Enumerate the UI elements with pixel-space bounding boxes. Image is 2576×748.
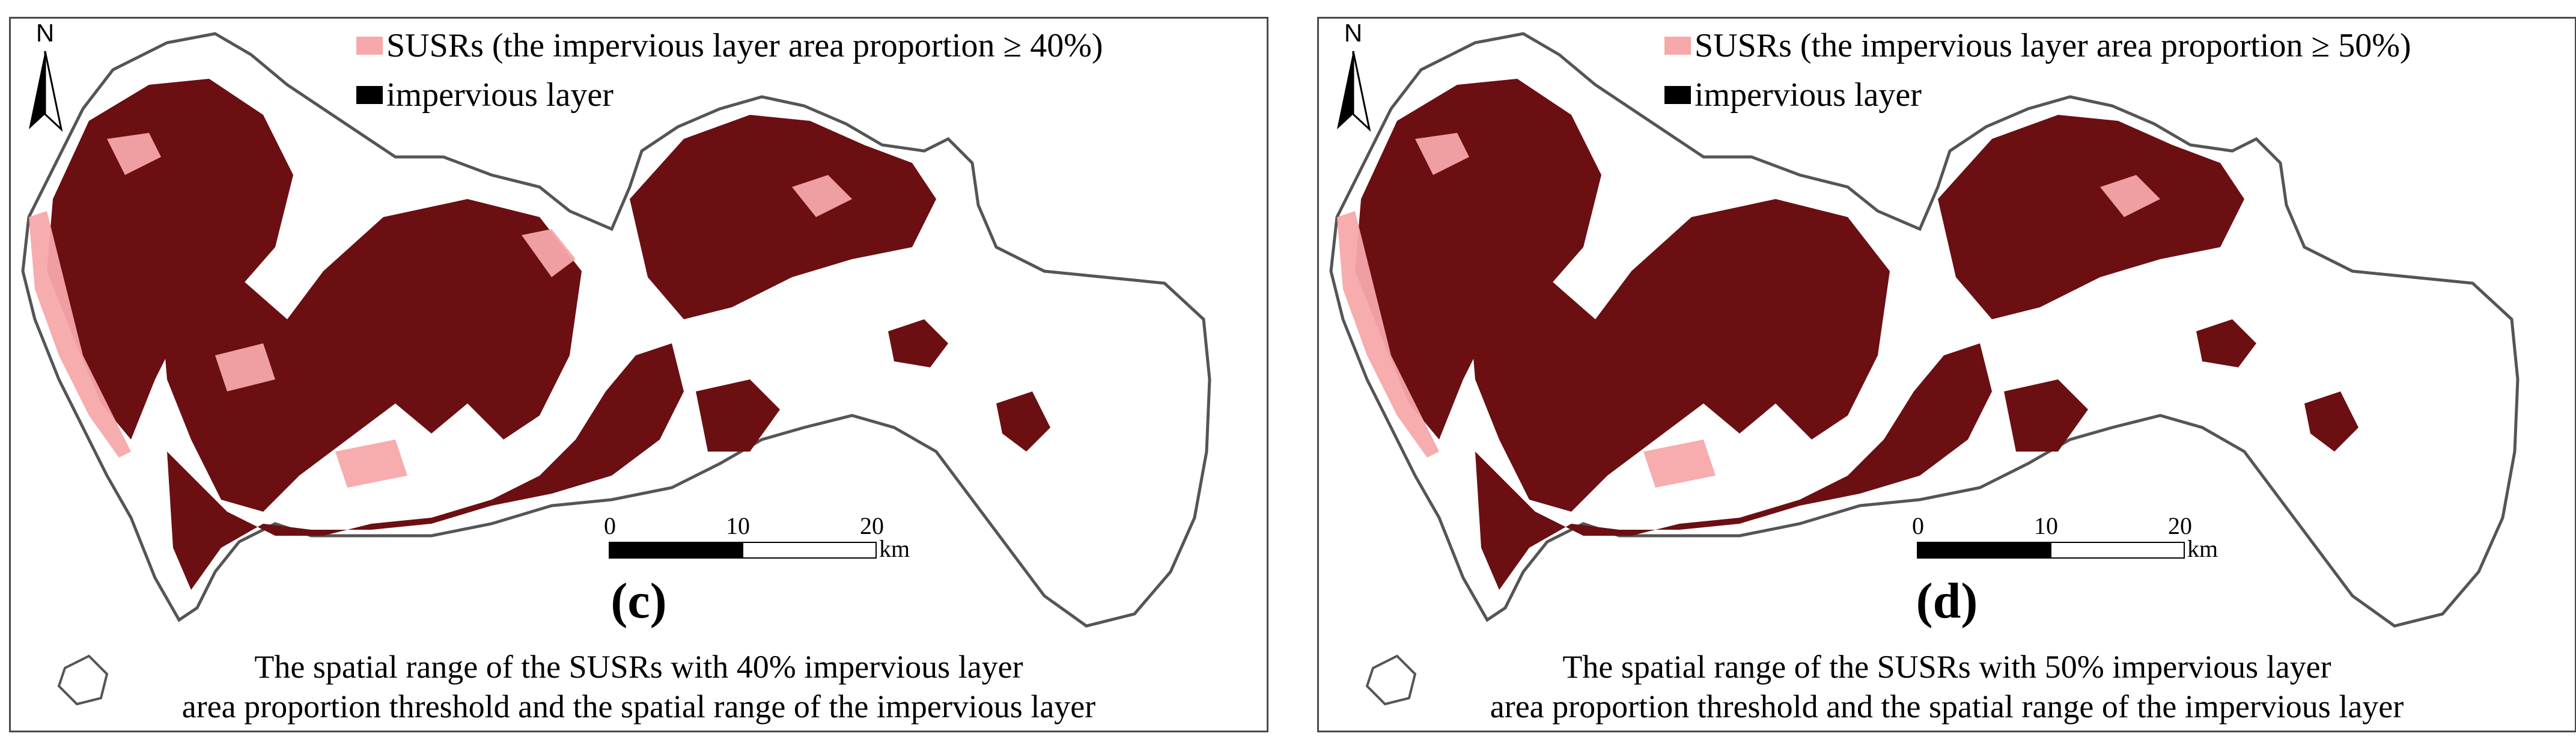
legend-label-impervious: impervious layer (1694, 76, 1922, 114)
impervious-layer (1355, 79, 2358, 590)
impervious-swatch (356, 86, 383, 104)
legend-item-impervious: impervious layer (356, 70, 1103, 120)
impervious-patch (888, 319, 948, 367)
island (57, 654, 109, 706)
impervious-patch (1938, 115, 2244, 319)
susr-patch (335, 440, 407, 488)
impervious-patch (2304, 391, 2358, 452)
impervious-patch (1355, 79, 1601, 440)
impervious-patch (696, 379, 780, 452)
impervious-layer (47, 79, 1050, 590)
susr-patch (1643, 440, 1716, 488)
scale-unit: km (2187, 535, 2218, 562)
island (1365, 654, 1417, 706)
legend-label-impervious: impervious layer (386, 76, 614, 114)
scale-segment-black (609, 542, 743, 559)
map-panel-d: SUSRs (the impervious layer area proport… (1317, 17, 2576, 732)
impervious-swatch (1664, 86, 1691, 104)
caption-line-2: area proportion threshold and the spatia… (1490, 688, 2404, 725)
susr-patch (1415, 133, 1469, 175)
map-panel-c: SUSRs (the impervious layer area proport… (9, 17, 1268, 732)
legend-item-impervious: impervious layer (1664, 70, 2411, 120)
impervious-patch (1469, 199, 1890, 512)
impervious-patch (1475, 343, 1992, 590)
scale-tick-10: 10 (2034, 512, 2058, 539)
north-label: N (1344, 19, 1363, 47)
scale-tick-20: 20 (2168, 512, 2192, 539)
impervious-patch (2004, 379, 2088, 452)
legend-label-susr: SUSRs (the impervious layer area proport… (386, 27, 1103, 64)
susr-patch (215, 343, 275, 391)
scale-segment-black (1917, 542, 2051, 559)
impervious-patch (996, 391, 1050, 452)
panel-caption: The spatial range of the SUSRs with 50% … (1319, 647, 2575, 726)
susr-patch (107, 133, 161, 175)
scale-segment-white (2050, 542, 2185, 559)
north-label: N (35, 19, 55, 47)
susr-patch (29, 211, 131, 458)
susr-patch (1337, 211, 1439, 458)
susr-regions (1337, 133, 2160, 488)
susr-swatch (1664, 37, 1691, 55)
susr-patch (792, 175, 852, 217)
susr-regions (29, 133, 852, 488)
panel-caption: The spatial range of the SUSRs with 40% … (11, 647, 1267, 726)
scale-tick-0: 0 (1912, 512, 1924, 539)
legend-item-susr: SUSRs (the impervious layer area proport… (1664, 21, 2411, 70)
north-arrow-icon (29, 51, 63, 132)
scale-tick-20: 20 (860, 512, 884, 539)
north-arrow-icon (1337, 51, 1371, 132)
caption-line-2: area proportion threshold and the spatia… (181, 688, 1096, 725)
impervious-patch (630, 115, 936, 319)
scale-bar: 0 10 20 km (604, 512, 933, 562)
caption-line-1: The spatial range of the SUSRs with 50% … (1562, 649, 2331, 685)
panel-letter: (d) (1916, 573, 1978, 629)
scale-segment-white (742, 542, 877, 559)
scale-tick-0: 0 (604, 512, 616, 539)
susr-patch (522, 229, 576, 277)
scale-unit: km (879, 535, 910, 562)
impervious-patch (47, 79, 293, 440)
map-canvas (1329, 32, 2520, 706)
legend-item-susr: SUSRs (the impervious layer area proport… (356, 21, 1103, 70)
panel-letter: (c) (611, 573, 667, 629)
scale-bar: 0 10 20 km (1912, 512, 2241, 562)
map-legend: SUSRs (the impervious layer area proport… (1664, 21, 2411, 120)
susr-swatch (356, 37, 383, 55)
scale-tick-10: 10 (726, 512, 750, 539)
impervious-patch (2196, 319, 2256, 367)
map-legend: SUSRs (the impervious layer area proport… (356, 21, 1103, 120)
susr-patch (2100, 175, 2160, 217)
impervious-patch (167, 343, 684, 590)
caption-line-1: The spatial range of the SUSRs with 40% … (254, 649, 1023, 685)
legend-label-susr: SUSRs (the impervious layer area proport… (1694, 27, 2411, 64)
map-canvas (21, 32, 1211, 706)
impervious-patch (161, 199, 582, 512)
